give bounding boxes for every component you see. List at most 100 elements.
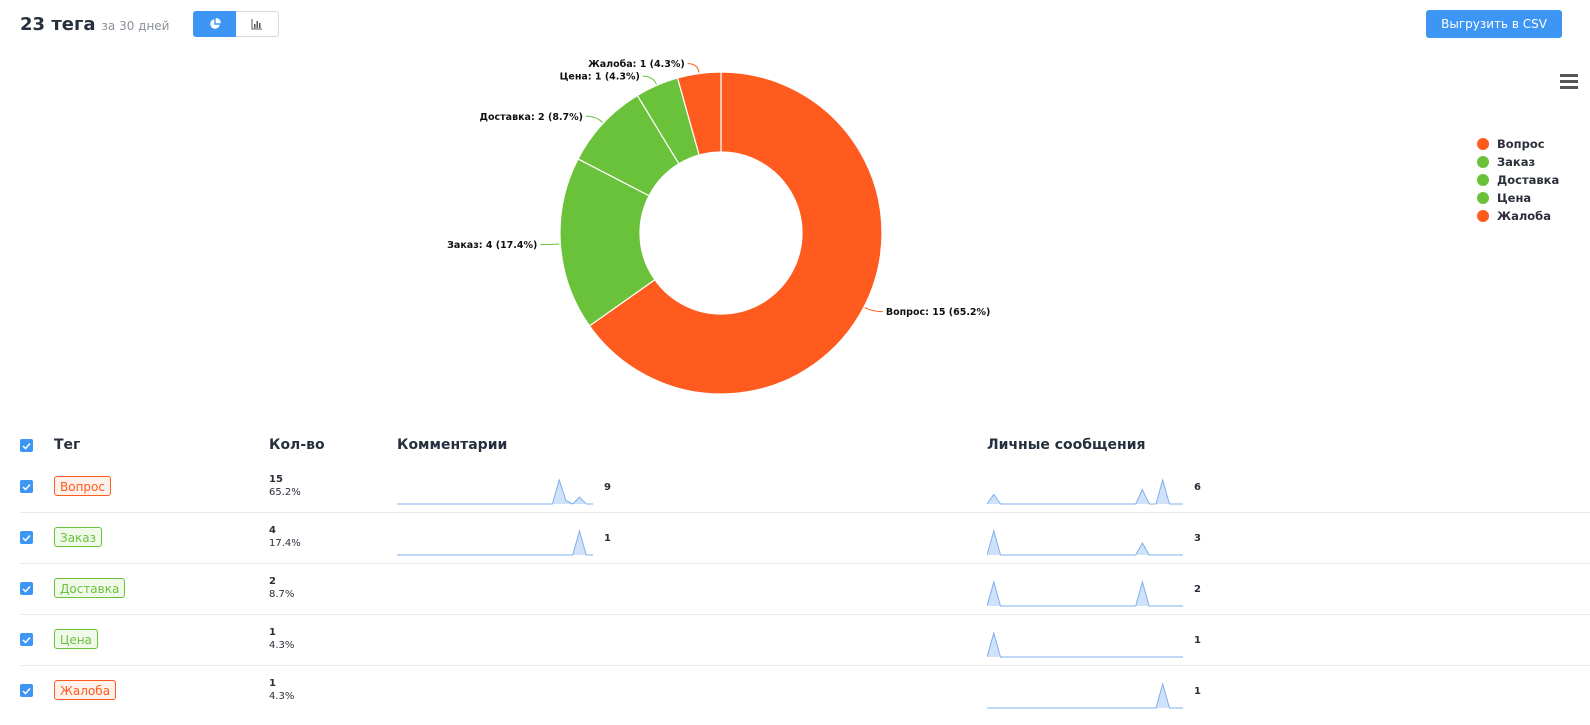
legend-label: Жалоба	[1497, 209, 1551, 223]
period-label: за 30 дней	[101, 19, 170, 33]
messages-sparkline-line	[987, 682, 1183, 709]
tag-chip[interactable]: Заказ	[54, 527, 103, 547]
data-label-1: Заказ: 4 (17.4%)	[447, 240, 537, 251]
tag-chip[interactable]: Вопрос	[54, 476, 111, 496]
hamburger-menu-icon[interactable]	[1560, 74, 1578, 90]
messages-sparkline	[987, 580, 1183, 607]
select-all-checkbox[interactable]	[20, 439, 33, 452]
tag-chip[interactable]: Цена	[54, 629, 98, 649]
data-label-connector-0	[864, 307, 883, 313]
checkmark-icon	[22, 585, 31, 593]
comments-total: 9	[604, 482, 611, 493]
table-row: Жалоба 1 4.3% 1	[20, 666, 1590, 716]
comments-sparkline	[397, 478, 593, 505]
messages-sparkline-area	[987, 633, 1183, 657]
donut-chart: Вопрос: 15 (65.2%) Заказ: 4 (17.4%) Достав…	[447, 59, 991, 395]
table-body: Вопрос 15 65.2% 9 6 Заказ 4 17.4% 1 3 Доставка 2 8.7…	[20, 462, 1590, 716]
comments-sparkline-line	[397, 478, 593, 505]
messages-sparkline-area	[987, 684, 1183, 708]
table-row: Вопрос 15 65.2% 9 6	[20, 462, 1590, 513]
tag-percent: 4.3%	[269, 640, 295, 651]
legend-marker	[1477, 174, 1489, 186]
row-checkbox[interactable]	[20, 684, 33, 697]
legend-item-0[interactable]: Вопрос	[1477, 135, 1559, 153]
legend-item-4[interactable]: Жалоба	[1477, 207, 1559, 225]
tag-count: 1	[269, 627, 276, 638]
export-csv-button[interactable]: Выгрузить в CSV	[1426, 10, 1562, 38]
checkmark-icon	[22, 687, 31, 695]
legend-item-3[interactable]: Цена	[1477, 189, 1559, 207]
bar-chart-icon	[251, 19, 263, 30]
tag-chip[interactable]: Жалоба	[54, 680, 117, 700]
messages-sparkline-area	[987, 531, 1183, 555]
messages-total: 3	[1194, 533, 1201, 544]
bar-view-button[interactable]	[236, 11, 280, 37]
legend-label: Заказ	[1497, 155, 1536, 169]
row-checkbox[interactable]	[20, 633, 33, 646]
data-label-connector-2	[586, 115, 603, 123]
tag-count: 2	[269, 576, 276, 587]
messages-sparkline-area	[987, 480, 1183, 504]
data-label-connector-1	[540, 243, 560, 246]
comments-total: 1	[604, 533, 611, 544]
chart-legend: Вопрос Заказ Доставка Цена Жалоба	[1477, 135, 1559, 225]
tag-count-title: 23 тега	[20, 13, 96, 35]
table-row: Заказ 4 17.4% 1 3	[20, 513, 1590, 564]
pie-chart-icon	[210, 18, 221, 29]
messages-total: 6	[1194, 482, 1201, 493]
legend-label: Доставка	[1497, 173, 1560, 187]
header-tag: Тег	[54, 437, 81, 453]
header-comments: Комментарии	[397, 437, 508, 453]
messages-total: 2	[1194, 584, 1201, 595]
tag-count: 1	[269, 678, 276, 689]
messages-total: 1	[1194, 635, 1201, 646]
tags-table: Тег Кол-во Комментарии Личные сообщения …	[20, 430, 1590, 716]
pie-slice-0[interactable]	[588, 71, 883, 395]
messages-total: 1	[1194, 686, 1201, 697]
legend-marker	[1477, 156, 1489, 168]
table-header: Тег Кол-во Комментарии Личные сообщения	[20, 430, 1590, 462]
table-row: Доставка 2 8.7% 2	[20, 564, 1590, 615]
messages-sparkline	[987, 682, 1183, 709]
legend-label: Цена	[1497, 191, 1532, 205]
messages-sparkline-line	[987, 529, 1183, 556]
tag-percent: 4.3%	[269, 691, 295, 702]
tag-percent: 65.2%	[269, 487, 301, 498]
data-label-3: Цена: 1 (4.3%)	[560, 72, 640, 83]
pie-slice-1[interactable]	[559, 158, 656, 327]
messages-sparkline-area	[987, 582, 1183, 606]
tag-percent: 8.7%	[269, 589, 295, 600]
row-checkbox[interactable]	[20, 531, 33, 544]
comments-sparkline	[397, 529, 593, 556]
legend-marker	[1477, 210, 1489, 222]
tag-chip[interactable]: Доставка	[54, 578, 126, 598]
checkmark-icon	[22, 534, 31, 542]
pie-slice-4[interactable]	[676, 71, 722, 156]
data-label-4: Жалоба: 1 (4.3%)	[588, 59, 685, 70]
messages-sparkline	[987, 631, 1183, 658]
legend-marker	[1477, 192, 1489, 204]
row-checkbox[interactable]	[20, 480, 33, 493]
data-label-2: Доставка: 2 (8.7%)	[480, 112, 583, 123]
pie-view-button[interactable]	[193, 11, 237, 37]
checkmark-icon	[22, 636, 31, 644]
legend-item-1[interactable]: Заказ	[1477, 153, 1559, 171]
checkmark-icon	[22, 483, 31, 491]
report-header: 23 тега за 30 дней	[20, 10, 280, 38]
messages-sparkline-line	[987, 478, 1183, 505]
messages-sparkline-line	[987, 631, 1183, 658]
header-count: Кол-во	[269, 437, 325, 453]
tag-count: 15	[269, 474, 283, 485]
comments-sparkline-area	[397, 531, 593, 555]
legend-label: Вопрос	[1497, 137, 1545, 151]
tag-count: 4	[269, 525, 276, 536]
messages-sparkline	[987, 478, 1183, 505]
data-label-0: Вопрос: 15 (65.2%)	[886, 307, 991, 318]
legend-item-2[interactable]: Доставка	[1477, 171, 1559, 189]
data-label-connector-4	[687, 63, 700, 73]
data-label-connector-3	[642, 75, 657, 85]
header-messages: Личные сообщения	[987, 437, 1146, 453]
view-toggle	[193, 11, 280, 37]
row-checkbox[interactable]	[20, 582, 33, 595]
comments-sparkline-line	[397, 529, 593, 556]
